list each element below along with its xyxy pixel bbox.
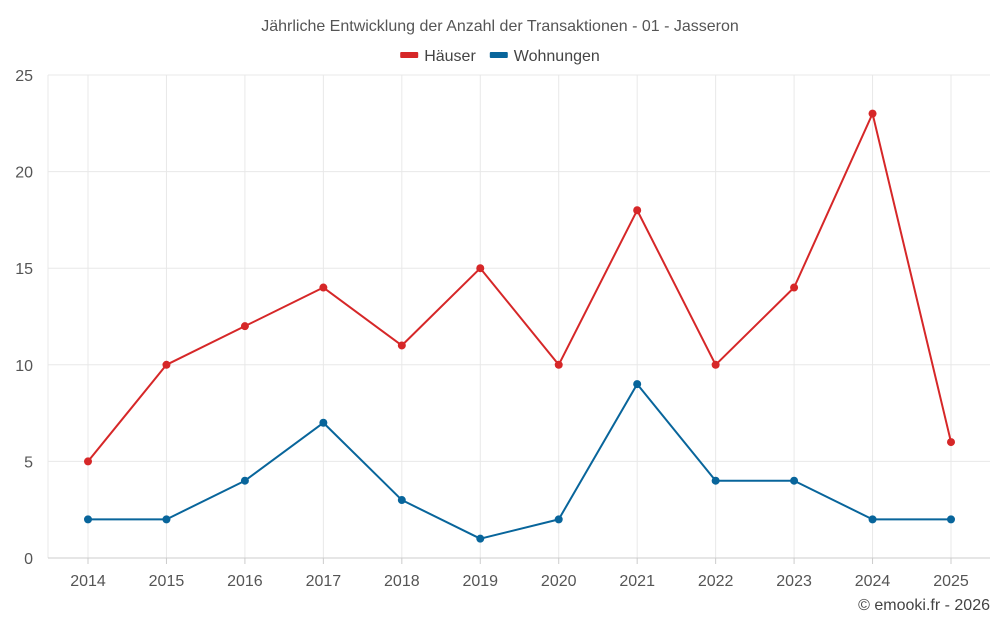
data-point[interactable] [476,264,485,273]
legend: Häuser Wohnungen [400,48,600,65]
data-point[interactable] [84,457,92,466]
x-tick-label: 2021 [619,573,655,590]
x-tick-label: 2014 [70,573,106,590]
data-point[interactable] [947,515,955,524]
data-point[interactable] [947,438,955,447]
x-tick-label: 2025 [933,573,969,590]
legend-swatch [400,52,419,58]
x-tick-label: 2023 [776,573,812,590]
data-point[interactable] [790,476,799,485]
x-tick-label: 2022 [698,573,734,590]
data-point[interactable] [476,534,485,543]
data-point[interactable] [633,206,642,215]
x-tick-label: 2020 [541,573,577,590]
data-point[interactable] [162,515,171,524]
y-tick-label: 20 [15,165,33,182]
data-point[interactable] [554,360,563,369]
legend-item[interactable]: Wohnungen [489,48,600,65]
data-point[interactable] [319,283,328,292]
x-tick-label: 2019 [462,573,498,590]
data-point[interactable] [868,109,877,118]
x-tick-label: 2024 [855,573,891,590]
data-point[interactable] [397,496,406,505]
data-point[interactable] [240,322,249,331]
x-tick-label: 2017 [306,573,342,590]
data-point[interactable] [711,476,720,485]
y-tick-label: 10 [15,358,33,375]
data-point[interactable] [554,515,563,524]
x-tick-label: 2016 [227,573,263,590]
legend-item[interactable]: Häuser [400,48,476,65]
data-point[interactable] [162,360,171,369]
data-point[interactable] [711,360,720,369]
data-point[interactable] [790,283,799,292]
data-point[interactable] [84,515,92,524]
y-tick-label: 0 [24,551,33,568]
series-line [88,383,951,540]
series-0 [84,109,955,466]
data-point[interactable] [319,418,328,427]
data-point[interactable] [868,515,877,524]
data-point[interactable] [397,341,406,350]
axes [48,557,990,564]
legend-label: Wohnungen [514,48,600,65]
grid [47,74,990,559]
series-1 [84,380,955,543]
series-group [84,109,955,543]
data-point[interactable] [240,476,249,485]
x-tick-label: 2015 [149,573,185,590]
y-tick-label: 15 [15,261,33,278]
y-tick-label: 25 [15,68,33,85]
legend-swatch [489,52,508,58]
x-tick-label: 2018 [384,573,420,590]
chart-title: Jährliche Entwicklung der Anzahl der Tra… [261,18,739,35]
y-tick-label: 5 [24,454,33,471]
data-point[interactable] [633,380,642,389]
legend-label: Häuser [424,48,476,65]
series-line [87,112,952,463]
copyright-credit: © emooki.fr - 2026 [858,597,990,614]
